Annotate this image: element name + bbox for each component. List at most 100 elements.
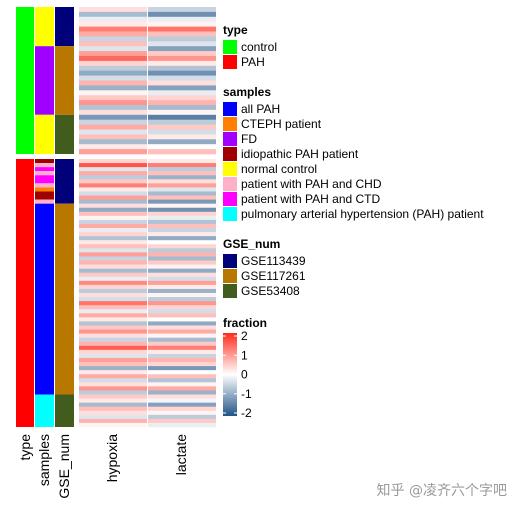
heatmap-cell-lactate xyxy=(148,139,216,145)
heatmap-cell-hypoxia xyxy=(79,21,147,27)
heatmap-cell-lactate xyxy=(148,398,216,403)
heatmap-cell-hypoxia xyxy=(79,260,147,265)
gse-annotation-block xyxy=(55,7,74,47)
legend-title-gse-num: GSE_num xyxy=(223,237,280,251)
heatmap-cell-hypoxia xyxy=(79,75,147,81)
samples-annotation-block xyxy=(35,203,54,395)
heatmap-cell-lactate xyxy=(148,236,216,241)
heatmap-cell-lactate xyxy=(148,11,216,18)
heatmap-cell-lactate xyxy=(148,297,216,302)
heatmap-cell-hypoxia xyxy=(79,390,147,395)
heatmap-cell-hypoxia xyxy=(79,325,147,330)
heatmap-cell-lactate xyxy=(148,341,216,347)
colorbar-tick-label: 1 xyxy=(241,348,248,362)
heatmap-cell-lactate xyxy=(148,31,216,37)
heatmap-cell-lactate xyxy=(148,268,216,273)
column-label-lactate: lactate xyxy=(173,434,189,475)
legend-swatch xyxy=(223,40,237,54)
heatmap-cell-hypoxia xyxy=(79,16,147,22)
heatmap-cell-lactate xyxy=(148,207,216,213)
colorbar-tick-label: -1 xyxy=(241,387,252,401)
heatmap-cell-lactate xyxy=(148,317,216,322)
heatmap-cell-lactate xyxy=(148,124,216,130)
heatmap-cell-lactate xyxy=(148,337,216,343)
legend-label: CTEPH patient xyxy=(241,117,322,131)
heatmap-cell-hypoxia xyxy=(79,80,147,86)
heatmap-cell-lactate xyxy=(148,353,216,359)
heatmap-cell-lactate xyxy=(148,223,216,229)
heatmap-cell-hypoxia xyxy=(79,144,147,150)
gse-annotation-block xyxy=(55,114,74,154)
heatmap-cell-hypoxia xyxy=(79,370,147,375)
heatmap-cell-lactate xyxy=(148,144,216,150)
heatmap-cell-hypoxia xyxy=(79,171,147,176)
heatmap-cell-hypoxia xyxy=(79,187,147,192)
heatmap-cell-hypoxia xyxy=(79,268,147,273)
heatmap-cell-lactate xyxy=(148,109,216,116)
legend-swatch xyxy=(223,132,237,146)
samples-annotation-block xyxy=(35,159,54,164)
heatmap-cell-hypoxia xyxy=(79,422,147,428)
heatmap-cell-lactate xyxy=(148,406,216,412)
legend-label: control xyxy=(241,40,277,54)
legend-label: normal control xyxy=(241,162,317,176)
gse-annotation-track xyxy=(55,7,74,427)
heatmap-cell-hypoxia xyxy=(79,256,147,261)
heatmap-cell-lactate xyxy=(148,378,216,383)
heatmap-cell-lactate xyxy=(148,301,216,306)
heatmap-cell-hypoxia xyxy=(79,284,147,290)
heatmap-cell-lactate xyxy=(148,179,216,184)
heatmap-cell-hypoxia xyxy=(79,280,147,286)
heatmap-cell-hypoxia xyxy=(79,139,147,145)
heatmap-cell-hypoxia xyxy=(79,406,147,412)
heatmap-cell-lactate xyxy=(148,366,216,371)
heatmap-cell-hypoxia xyxy=(79,362,147,367)
legend-swatch xyxy=(223,102,237,116)
heatmap-cell-hypoxia xyxy=(79,26,147,32)
heatmap-cell-hypoxia xyxy=(79,31,147,37)
heatmap-cell-lactate xyxy=(148,75,216,81)
heatmap-cell-hypoxia xyxy=(79,134,147,140)
heatmap-cell-lactate xyxy=(148,313,216,318)
heatmap-cell-hypoxia xyxy=(79,293,147,298)
samples-annotation-block xyxy=(35,46,54,115)
heatmap-cell-hypoxia xyxy=(79,56,147,62)
heatmap-cell-hypoxia xyxy=(79,414,147,420)
heatmap-cell-hypoxia xyxy=(79,288,147,294)
heatmap-cell-hypoxia xyxy=(79,398,147,403)
legend-label: all PAH xyxy=(241,102,280,116)
heatmap-cell-hypoxia xyxy=(79,95,147,101)
heatmap-cell-lactate xyxy=(148,244,216,249)
heatmap-cell-hypoxia xyxy=(79,183,147,188)
heatmap-cell-hypoxia xyxy=(79,149,147,155)
heatmap-cell-lactate xyxy=(148,349,216,355)
heatmap-cell-hypoxia xyxy=(79,219,147,225)
heatmap-cell-hypoxia xyxy=(79,357,147,363)
heatmap-cell-lactate xyxy=(148,410,216,416)
heatmap-cell-lactate xyxy=(148,288,216,294)
heatmap-cell-lactate xyxy=(148,100,216,106)
heatmap-cell-hypoxia xyxy=(79,410,147,416)
heatmap-cell-lactate xyxy=(148,56,216,62)
heatmap-cell-hypoxia xyxy=(79,203,147,209)
heatmap-cell-lactate xyxy=(148,65,216,71)
heatmap-cell-hypoxia xyxy=(79,191,147,196)
samples-annotation-block xyxy=(35,114,54,154)
heatmap-cell-lactate xyxy=(148,228,216,233)
heatmap-cell-lactate xyxy=(148,280,216,286)
legend-swatch xyxy=(223,192,237,206)
heatmap-cell-lactate xyxy=(148,276,216,282)
legend-label: GSE53408 xyxy=(241,284,300,298)
legend-swatch xyxy=(223,162,237,176)
heatmap-cell-lactate xyxy=(148,183,216,188)
colorbar-gradient xyxy=(223,333,237,416)
legend-label: GSE113439 xyxy=(241,254,306,268)
legend-swatch xyxy=(223,284,237,298)
heatmap-cell-lactate xyxy=(148,195,216,200)
heatmap-cell-hypoxia xyxy=(79,349,147,355)
colorbar-title: fraction xyxy=(223,316,267,330)
heatmap-cell-hypoxia xyxy=(79,119,147,125)
heatmap-cell-hypoxia xyxy=(79,248,147,253)
heatmap-cell-lactate xyxy=(148,129,216,135)
heatmap-cell-hypoxia xyxy=(79,309,147,314)
